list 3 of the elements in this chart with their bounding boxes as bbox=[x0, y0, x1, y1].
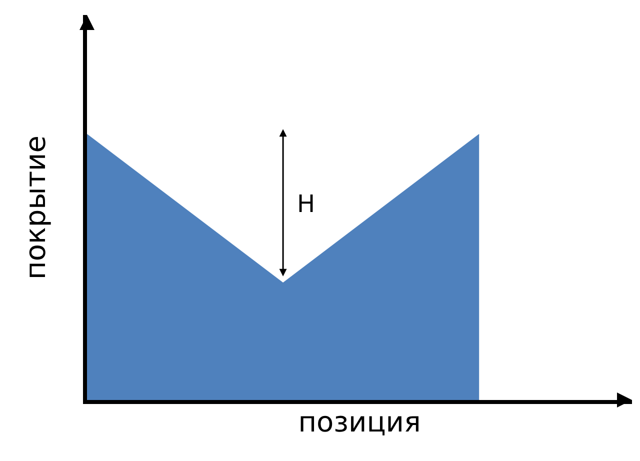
x-axis-title: позиция bbox=[298, 406, 421, 439]
y-axis-title: покрытие bbox=[19, 136, 52, 280]
annotation: H bbox=[297, 190, 316, 218]
